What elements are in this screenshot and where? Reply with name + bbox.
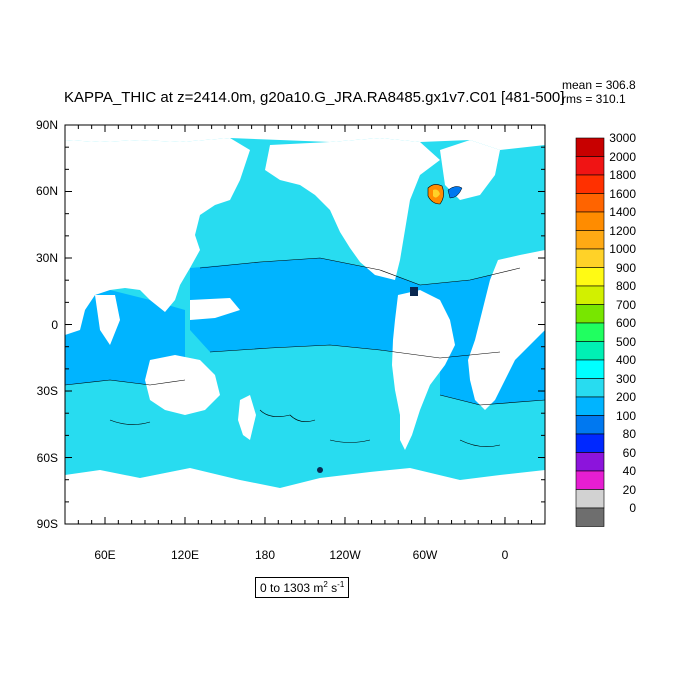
spot-caribbean <box>410 287 418 296</box>
label-bar-level: 400 <box>615 353 636 367</box>
x-label-180: 180 <box>254 548 276 562</box>
label-bar-level: 0 <box>629 501 636 515</box>
spot-southern-ocean <box>317 467 323 473</box>
map-panel <box>64 124 546 525</box>
label-bar-level: 600 <box>615 316 636 330</box>
x-label-120w: 120W <box>329 548 361 562</box>
plot-title: KAPPA_THIC at z=2414.0m, g20a10.G_JRA.RA… <box>64 89 565 106</box>
label-bar-level: 60 <box>622 445 636 460</box>
label-bar-level: 700 <box>615 297 636 312</box>
y-label-60n: 60N <box>35 184 58 198</box>
land-south-america <box>392 290 455 450</box>
x-label-60w: 60W <box>412 548 438 562</box>
label-bar-level: 3000 <box>609 131 636 145</box>
y-label-90s: 90S <box>36 517 58 531</box>
y-label-90n: 90N <box>35 118 58 132</box>
y-label-30s: 30S <box>36 384 58 398</box>
x-label-0: 0 <box>501 548 509 562</box>
land-australia <box>145 355 220 415</box>
hotspot-north-atlantic <box>427 184 463 205</box>
label-bar <box>575 137 605 527</box>
label-bar-level: 300 <box>615 371 636 386</box>
units-box: 0 to 1303 m2 s-1 <box>255 577 350 598</box>
land-africa <box>468 250 545 410</box>
units-mid: s <box>327 581 338 595</box>
x-axis-ticks <box>64 125 546 524</box>
mean-value: mean = 306.8 <box>562 78 636 92</box>
y-label-60s: 60S <box>36 451 58 465</box>
land-greenland <box>440 140 500 200</box>
land-eurasia <box>65 138 250 335</box>
rms-value: rms = 310.1 <box>562 92 626 106</box>
label-bar-level: 40 <box>622 464 636 478</box>
x-label-60e: 60E <box>94 548 116 562</box>
land-new-zealand <box>238 395 256 440</box>
label-bar-level: 200 <box>615 390 636 404</box>
label-bar-level: 500 <box>615 334 636 349</box>
label-bar-level: 800 <box>615 279 636 293</box>
contour-lines <box>64 257 546 447</box>
label-bar-level: 100 <box>615 408 636 423</box>
label-bar-level: 1400 <box>609 205 636 219</box>
label-bar-level: 20 <box>622 482 636 497</box>
label-bar-level: 1600 <box>609 186 636 201</box>
label-bar-level: 2000 <box>609 149 636 164</box>
land-north-america <box>265 138 440 280</box>
units-sup-2: -1 <box>337 580 345 589</box>
ocean-band-200-300 <box>190 258 545 358</box>
label-bar-level: 900 <box>615 260 636 275</box>
y-label-30n: 30N <box>35 251 58 265</box>
y-axis-ticks <box>65 124 545 525</box>
units-sup-1: 2 <box>323 580 328 589</box>
units-prefix: 0 to 1303 m <box>260 581 324 595</box>
land-antarctica <box>65 468 545 524</box>
y-label-eq: 0 <box>51 318 58 332</box>
label-bar-swatch <box>575 507 605 527</box>
x-label-120e: 120E <box>170 548 200 562</box>
land-india <box>95 295 120 345</box>
label-bar-level: 1000 <box>609 242 636 256</box>
label-bar-level: 1800 <box>609 168 636 182</box>
label-bar-level: 80 <box>622 427 636 441</box>
land-indonesia <box>190 298 240 320</box>
label-bar-level: 1200 <box>609 223 636 238</box>
